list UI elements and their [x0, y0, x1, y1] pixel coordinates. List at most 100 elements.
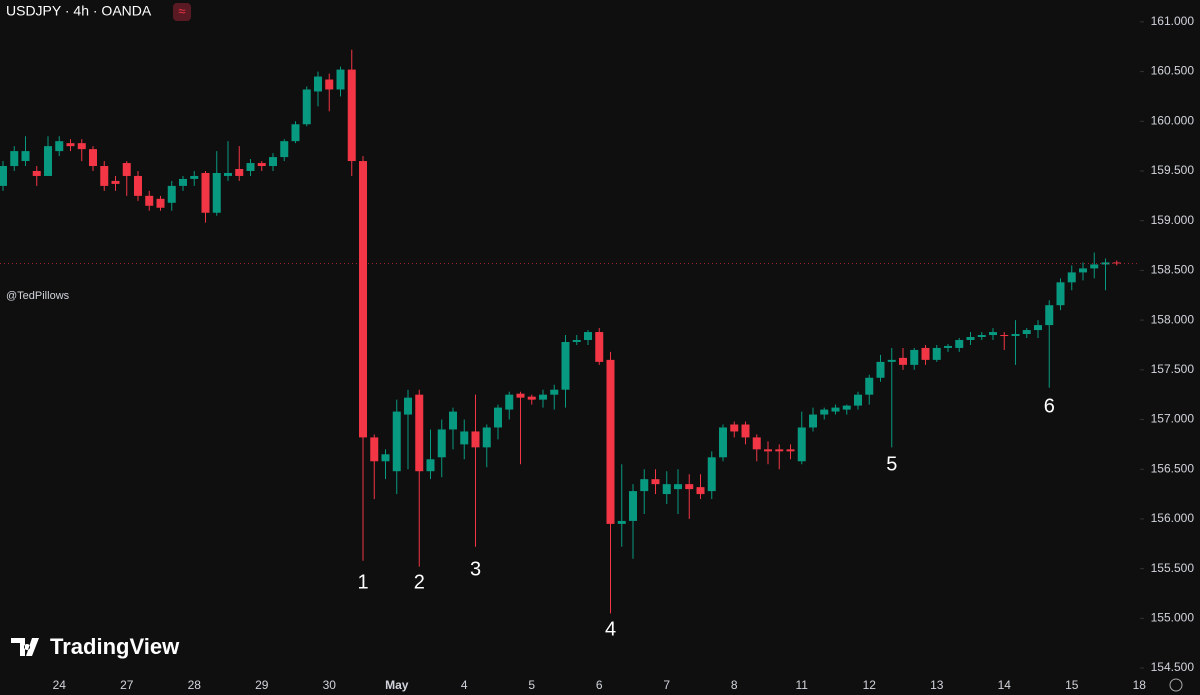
y-tick-label: 157.500 — [1151, 362, 1195, 376]
candle-body — [257, 163, 266, 167]
x-tick-label: 24 — [53, 678, 67, 692]
candle-body — [820, 409, 829, 415]
brand-logo — [11, 638, 39, 656]
y-tick-label: 159.500 — [1151, 163, 1195, 177]
candle-body — [899, 357, 907, 365]
candle-body — [224, 172, 232, 176]
y-tick-label: 155.000 — [1151, 611, 1195, 625]
y-tick-label: 154.500 — [1151, 660, 1195, 674]
candle-body — [212, 172, 221, 213]
x-tick-label: 7 — [663, 678, 670, 692]
candle-body — [392, 411, 401, 472]
candle-body — [865, 377, 874, 395]
candle-body — [269, 157, 277, 167]
candle-body — [449, 411, 457, 430]
candle-body — [359, 161, 367, 438]
candle-body — [1079, 268, 1087, 273]
x-tick-label: May — [385, 678, 409, 692]
candle-body — [10, 151, 19, 167]
x-tick-label: 6 — [596, 678, 603, 692]
candle-body — [201, 172, 210, 213]
candle-body — [280, 141, 289, 158]
candle-body — [437, 429, 446, 458]
candle-body — [235, 169, 244, 176]
candle-body — [0, 166, 7, 186]
candle-body — [460, 431, 469, 445]
settings-icon[interactable] — [1169, 678, 1183, 692]
candle-body — [685, 484, 694, 490]
annotation: 3 — [470, 558, 481, 580]
candle-body — [1101, 262, 1110, 265]
candle-body — [674, 484, 682, 490]
x-tick-label: 18 — [1133, 678, 1147, 692]
x-tick-label: 13 — [930, 678, 944, 692]
candle-body — [1045, 305, 1054, 326]
y-tick-label: 158.000 — [1151, 312, 1195, 326]
candle-body — [550, 389, 559, 395]
candle-body — [134, 175, 142, 196]
candle-body — [145, 195, 154, 206]
y-tick-label: 158.500 — [1151, 263, 1195, 277]
candle-body — [595, 332, 604, 362]
annotation: 5 — [886, 453, 897, 475]
candle-body — [415, 394, 424, 472]
y-tick-label: 156.500 — [1151, 461, 1195, 475]
candle-body — [516, 393, 525, 398]
candle-body — [730, 424, 739, 432]
x-tick-label: 30 — [323, 678, 337, 692]
candle-body — [561, 341, 570, 390]
candle-body — [302, 89, 311, 125]
candle-body — [887, 359, 896, 362]
candle-body — [809, 414, 817, 428]
candle-body — [291, 124, 300, 142]
candle-body — [719, 427, 727, 458]
candle-body — [842, 405, 851, 410]
candle-body — [977, 335, 986, 338]
y-tick-label: 161.000 — [1151, 14, 1195, 28]
candle-body — [752, 437, 761, 450]
x-tick-label: 15 — [1065, 678, 1079, 692]
indicator-badge — [173, 3, 191, 21]
candle-body — [775, 449, 784, 452]
candle-body — [381, 454, 390, 462]
watermark: @TedPillows — [6, 290, 70, 302]
candle-body — [1022, 330, 1031, 335]
candle-body — [179, 178, 187, 186]
x-tick-label: 11 — [796, 678, 809, 692]
candle-body — [325, 79, 334, 90]
candle-body — [111, 180, 120, 184]
candle-body — [876, 361, 885, 378]
candle-body — [1056, 282, 1065, 306]
candle-body — [932, 347, 941, 360]
candle-body — [854, 394, 862, 406]
candle-body — [1034, 325, 1042, 331]
annotation: 6 — [1044, 395, 1055, 417]
candle-body — [617, 520, 626, 524]
candle-body — [156, 198, 165, 208]
chart-title: USDJPY · 4h · OANDA — [6, 3, 152, 19]
candle-body — [32, 170, 41, 176]
candle-body — [584, 332, 592, 340]
x-tick-label: 4 — [461, 678, 468, 692]
y-tick-label: 157.000 — [1151, 412, 1195, 426]
candle-body — [786, 449, 795, 452]
candle-body — [66, 143, 75, 147]
candle-body — [336, 69, 345, 90]
candle-body — [190, 175, 199, 179]
candle-body — [640, 479, 649, 492]
candle-body — [989, 332, 997, 336]
candle-body — [246, 163, 255, 171]
x-tick-label: 14 — [998, 678, 1012, 692]
time-axis — [0, 678, 1200, 695]
candle-body — [572, 339, 581, 342]
candle-body — [944, 345, 952, 348]
candle-body — [1000, 335, 1009, 337]
x-tick-label: 12 — [863, 678, 877, 692]
candle-body — [44, 146, 52, 176]
candle-body — [741, 424, 750, 438]
candle-body — [426, 459, 435, 472]
candle-body — [966, 337, 975, 340]
candle-body — [471, 431, 480, 448]
candle-body — [167, 185, 176, 203]
